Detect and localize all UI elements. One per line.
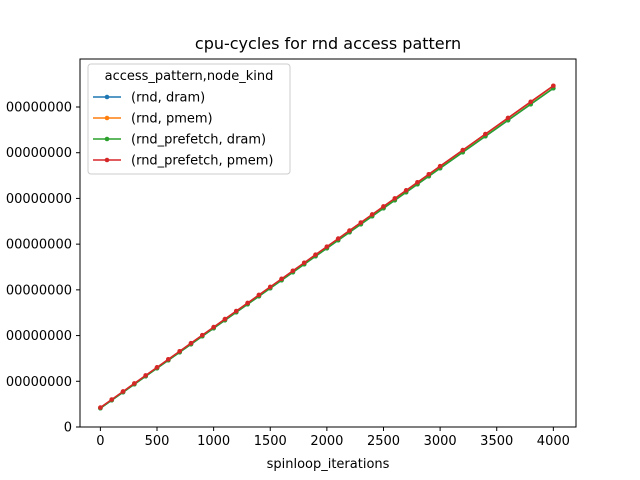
legend-frame [87,63,291,175]
legend-swatch-marker [104,157,110,163]
plot-frame [79,58,577,428]
data-point [211,324,216,330]
data-point [120,389,126,394]
legend-label: (rnd, pmem) [131,112,213,127]
data-point [132,381,137,386]
data-point [437,163,443,169]
data-point [177,348,182,354]
x-tick-label: 3000 [424,434,457,449]
y-tick-label: 00000000 [6,329,72,344]
chart-title: cpu-cycles for rnd access pattern [195,34,461,53]
legend: access_pattern,node_kind (rnd, dram) (rnd… [87,63,291,175]
data-point [188,340,194,346]
data-point [200,332,205,338]
series-3 [98,83,556,410]
x-tick-label: 1500 [254,434,287,449]
data-point [335,236,341,241]
data-point [505,115,511,121]
data-point [301,260,307,266]
y-tick-label: 00000000 [6,192,72,207]
axes: 0 500 1000 1500 2000 2500 3000 3500 400000000000… [6,58,577,449]
x-tick-label: 2500 [367,434,400,449]
x-tick-label: 3500 [480,434,513,449]
data-point [109,397,115,402]
data-point [460,147,466,153]
data-point [267,284,273,290]
y-tick-label: 00000000 [6,101,72,116]
legend-entry: (rnd, pmem) [93,112,213,127]
data-point [381,204,386,209]
data-point [166,357,171,362]
data-point [415,179,420,185]
data-point [290,268,296,274]
legend-label: (rnd_prefetch, dram) [131,133,266,148]
y-tick-label: 00000000 [6,146,72,161]
data-point [324,244,330,249]
data-point [233,308,239,314]
legend-label: (rnd_prefetch, pmem) [131,154,273,169]
legend-swatch-marker [104,94,110,100]
data-point [369,212,375,217]
data-point [98,405,103,410]
data-point [256,292,262,298]
data-point [403,188,409,193]
data-point [154,365,160,370]
legend-label: (rnd, dram) [131,91,205,106]
legend-title: access_pattern,node_kind [105,69,274,84]
data-point [358,220,364,225]
x-tick-label: 4000 [537,434,570,449]
series-layer [98,83,556,411]
x-axis-label: spinloop_iterations [267,457,390,472]
legend-swatch-marker [104,136,110,142]
data-point [313,252,318,257]
y-tick-label: 00000000 [6,238,72,253]
x-tick-label: 0 [96,434,104,449]
data-point [222,316,228,322]
x-tick-label: 1000 [197,434,230,449]
y-tick-label: 0 [64,421,72,436]
data-point [551,83,556,89]
x-tick-label: 500 [145,434,170,449]
data-point [279,276,284,282]
x-tick-label: 2000 [310,434,343,449]
data-point [528,99,533,105]
y-tick-label: 00000000 [6,283,72,298]
data-point [347,228,352,233]
y-tick-label: 00000000 [6,375,72,390]
data-point [426,171,432,177]
legend-entry: (rnd_prefetch, pmem) [93,154,273,169]
legend-entry: (rnd, dram) [93,91,205,106]
data-point [245,300,250,306]
data-point [483,131,488,137]
data-point [392,196,398,201]
series-line [99,85,554,409]
legend-entry: (rnd_prefetch, dram) [93,133,266,148]
data-point [143,373,148,378]
legend-swatch-marker [104,115,110,121]
